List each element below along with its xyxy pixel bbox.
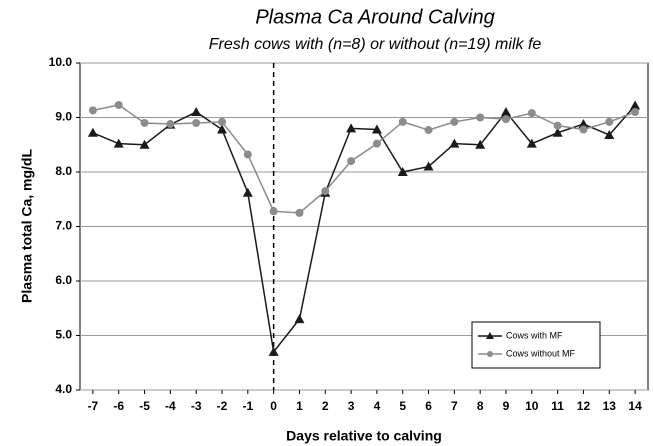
x-tick-label: 8 xyxy=(477,399,484,413)
marker xyxy=(87,127,98,137)
x-tick-label: -5 xyxy=(139,399,150,413)
marker xyxy=(552,127,563,137)
marker xyxy=(423,161,434,171)
marker xyxy=(191,107,202,117)
series-line xyxy=(92,105,636,354)
y-tick-label: 5.0 xyxy=(55,328,72,342)
y-axis-label: Plasma total Ca, mg/dL xyxy=(19,149,35,303)
marker xyxy=(449,138,460,148)
x-tick-label: 12 xyxy=(577,399,591,413)
marker xyxy=(502,115,510,124)
x-tick-label: 6 xyxy=(425,399,432,413)
x-tick-label: 14 xyxy=(628,399,642,413)
x-tick-label: -3 xyxy=(191,399,202,413)
x-tick-label: 3 xyxy=(348,399,355,413)
marker xyxy=(475,139,486,149)
y-tick-label: 4.0 xyxy=(55,382,72,396)
x-tick-label: 4 xyxy=(374,399,381,413)
marker xyxy=(88,106,97,115)
x-tick-label: -4 xyxy=(165,399,176,413)
x-axis-label: Days relative to calving xyxy=(286,428,442,444)
x-tick-label: 0 xyxy=(270,399,277,413)
marker xyxy=(527,109,536,118)
marker xyxy=(605,117,614,126)
x-tick-label: 5 xyxy=(399,399,406,413)
marker xyxy=(347,157,356,166)
x-tick-label: -2 xyxy=(217,399,228,413)
marker xyxy=(450,117,459,126)
x-tick-label: -7 xyxy=(88,399,99,413)
marker xyxy=(424,126,433,135)
series-line xyxy=(92,104,636,214)
x-tick-label: 2 xyxy=(322,399,329,413)
x-tick-label: 1 xyxy=(296,399,303,413)
marker xyxy=(346,123,357,133)
marker xyxy=(372,139,381,148)
y-tick-label: 6.0 xyxy=(55,273,72,287)
marker xyxy=(579,125,588,134)
marker xyxy=(321,187,330,196)
marker xyxy=(631,108,640,117)
legend-marker xyxy=(486,332,494,339)
marker xyxy=(218,117,226,126)
chart-subtitle: Fresh cows with (n=8) or without (n=19) … xyxy=(209,36,542,53)
marker xyxy=(192,118,201,127)
y-tick-label: 8.0 xyxy=(55,164,72,178)
legend-box xyxy=(471,321,601,369)
legend-label: Cows with MF xyxy=(506,330,563,340)
x-tick-label: 9 xyxy=(503,399,510,413)
y-tick-label: 10.0 xyxy=(49,55,73,69)
marker xyxy=(114,100,123,109)
marker xyxy=(113,138,124,148)
legend-marker xyxy=(487,351,493,357)
marker xyxy=(501,107,511,117)
marker xyxy=(604,129,615,139)
x-tick-label: 11 xyxy=(551,399,564,413)
x-tick-label: -6 xyxy=(113,399,124,413)
marker xyxy=(139,139,150,149)
marker xyxy=(166,120,175,129)
marker xyxy=(553,121,562,130)
marker xyxy=(526,138,537,148)
legend-label: Cows without MF xyxy=(506,348,576,358)
marker xyxy=(371,124,382,134)
y-tick-label: 9.0 xyxy=(55,110,72,124)
y-tick-label: 7.0 xyxy=(55,219,72,233)
x-tick-label: -1 xyxy=(242,399,253,413)
marker xyxy=(397,167,408,176)
marker xyxy=(294,314,305,324)
marker xyxy=(217,124,227,134)
marker xyxy=(243,150,252,159)
x-tick-label: 7 xyxy=(451,399,458,413)
x-tick-label: 10 xyxy=(525,399,539,413)
marker xyxy=(140,118,149,127)
marker xyxy=(295,208,304,217)
marker xyxy=(242,187,253,197)
marker xyxy=(578,119,589,129)
marker xyxy=(268,346,279,356)
legend: Cows with MF Cows without MF xyxy=(471,321,601,369)
marker xyxy=(630,100,641,110)
marker xyxy=(476,113,485,122)
chart-title: Plasma Ca Around Calving xyxy=(255,6,494,28)
marker xyxy=(398,117,407,126)
marker xyxy=(269,207,278,216)
x-tick-label: 13 xyxy=(603,399,617,413)
